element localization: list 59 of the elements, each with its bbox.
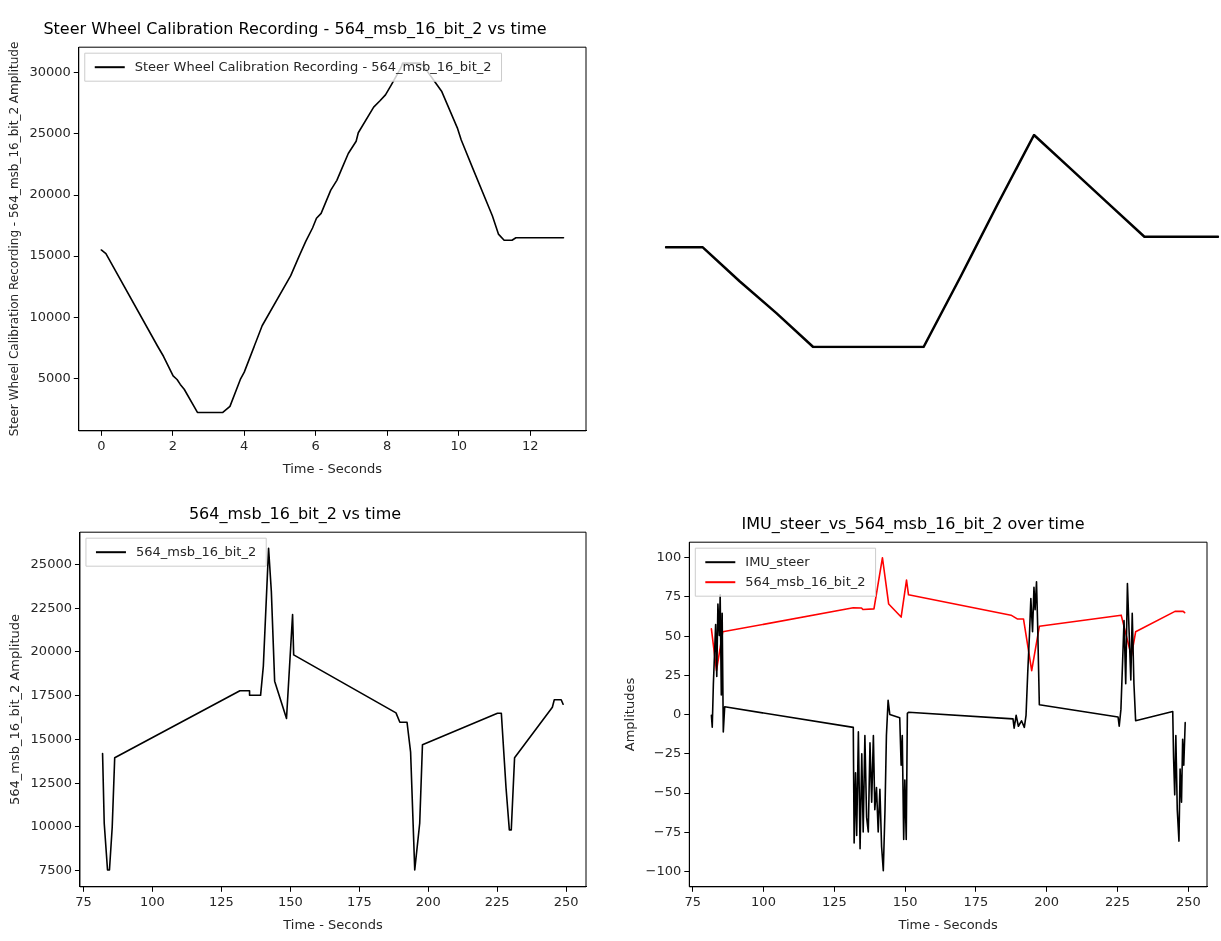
- x-tick-label: 175: [963, 893, 989, 909]
- x-axis-title: Time - Seconds: [897, 916, 999, 932]
- y-tick-label: 30000: [29, 64, 71, 80]
- x-tick-label: 100: [140, 893, 165, 909]
- x-tick-label: 200: [415, 893, 441, 909]
- y-tick-label: 0: [673, 706, 682, 722]
- y-axis-title: 564_msb_16_bit_2 Amplitude: [7, 613, 23, 806]
- y-tick-label: 15000: [29, 247, 71, 263]
- x-tick-label: 8: [383, 437, 392, 453]
- y-tick-label: 50: [664, 627, 682, 643]
- x-tick-label: 125: [821, 893, 847, 909]
- y-tick-label: 15000: [30, 730, 72, 746]
- y-tick-label: 5000: [37, 369, 71, 385]
- x-tick-label: 175: [346, 893, 372, 909]
- x-tick-label: 2: [168, 437, 177, 453]
- y-tick-label: 20000: [29, 186, 71, 202]
- y-tick-label: 100: [656, 549, 682, 565]
- y-tick-label: 7500: [38, 862, 72, 878]
- x-tick-label: 250: [1175, 893, 1201, 909]
- x-tick-label: 75: [75, 893, 92, 909]
- y-tick-label: 10000: [29, 308, 71, 324]
- y-tick-label: 25000: [30, 555, 72, 571]
- y-tick-label: 22500: [30, 599, 72, 615]
- y-tick-label: 12500: [30, 774, 72, 790]
- x-tick-label: 4: [240, 437, 249, 453]
- x-tick-label: 100: [751, 893, 776, 909]
- chart-title: 564_msb_16_bit_2 vs time: [188, 503, 402, 524]
- y-tick-label: 20000: [30, 643, 72, 659]
- y-tick-label: 25: [664, 666, 682, 682]
- x-tick-label: 75: [684, 893, 701, 909]
- legend-label: 564_msb_16_bit_2: [135, 543, 257, 559]
- x-tick-label: 225: [1105, 893, 1130, 909]
- y-tick-label: 10000: [30, 818, 72, 834]
- x-axis-title: Time - Seconds: [282, 916, 383, 932]
- y-tick-label: 75: [664, 588, 682, 604]
- chart-title: Steer Wheel Calibration Recording - 564_msb_16_bit_2 vs time: [43, 18, 547, 39]
- x-tick-label: 200: [1034, 893, 1060, 909]
- x-tick-label: 250: [553, 893, 579, 909]
- x-tick-label: 150: [892, 893, 918, 909]
- y-tick-label: 25000: [29, 125, 71, 141]
- x-axis-title: Time - Seconds: [281, 460, 383, 476]
- y-tick-label: −100: [645, 862, 682, 878]
- y-tick-label: −50: [653, 784, 682, 800]
- y-tick-label: −25: [653, 745, 682, 761]
- y-tick-label: −75: [653, 823, 682, 839]
- x-tick-label: 0: [97, 437, 106, 453]
- y-tick-label: 17500: [30, 687, 72, 703]
- legend-label: IMU_steer: [745, 553, 811, 569]
- chart-title: IMU_steer_vs_564_msb_16_bit_2 over time: [741, 513, 1085, 534]
- x-tick-label: 12: [521, 437, 539, 453]
- x-tick-label: 125: [209, 893, 234, 909]
- x-tick-label: 225: [484, 893, 510, 909]
- x-tick-label: 10: [450, 437, 468, 453]
- x-tick-label: 6: [311, 437, 320, 453]
- y-axis-title: Steer Wheel Calibration Recording - 564_msb_16_bit_2 Amplitude: [7, 41, 22, 437]
- x-tick-label: 150: [277, 893, 303, 909]
- legend-label: 564_msb_16_bit_2: [745, 573, 866, 589]
- legend-label: Steer Wheel Calibration Recording - 564_msb_16_bit_2: [134, 58, 492, 74]
- y-axis-title: Amplitudes: [622, 677, 638, 752]
